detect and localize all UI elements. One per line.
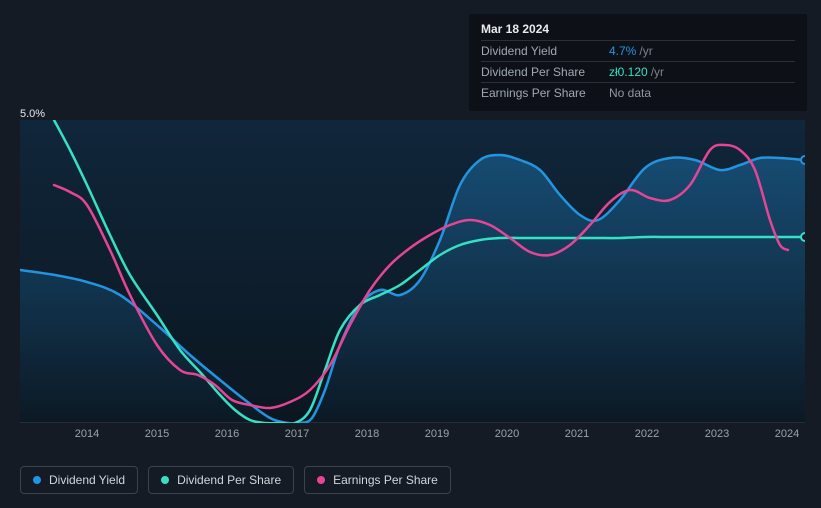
legend: Dividend Yield Dividend Per Share Earnings…	[20, 466, 451, 494]
y-axis-max: 5.0%	[20, 108, 45, 120]
tooltip-date: Mar 18 2024	[481, 22, 795, 40]
x-axis: 2014 2015 2016 2017 2018 2019 2020 2021 2022 2023…	[20, 428, 805, 448]
tooltip-row: Dividend Yield4.7%/yr	[481, 40, 795, 61]
tooltip-row-unit: /yr	[651, 65, 664, 79]
x-axis-tick: 2020	[495, 428, 519, 440]
tooltip-row-unit: /yr	[639, 44, 652, 58]
x-axis-tick: 2019	[425, 428, 449, 440]
legend-dot-icon	[33, 476, 41, 484]
tooltip-row-value: 4.7%	[609, 44, 636, 58]
x-axis-tick: 2023	[705, 428, 729, 440]
legend-item[interactable]: Earnings Per Share	[304, 466, 451, 494]
legend-label: Earnings Per Share	[333, 473, 438, 487]
tooltip-row: Dividend Per Sharezł0.120/yr	[481, 61, 795, 82]
legend-item[interactable]: Dividend Per Share	[148, 466, 294, 494]
x-axis-tick: 2021	[565, 428, 589, 440]
legend-item[interactable]: Dividend Yield	[20, 466, 138, 494]
x-axis-tick: 2015	[145, 428, 169, 440]
x-axis-tick: 2017	[285, 428, 309, 440]
tooltip-row-label: Earnings Per Share	[481, 86, 609, 100]
chart-area: 5.0% 0% Past	[20, 108, 805, 423]
tooltip-row-label: Dividend Yield	[481, 44, 609, 58]
legend-label: Dividend Yield	[49, 473, 125, 487]
tooltip-row: Earnings Per ShareNo data	[481, 82, 795, 103]
x-axis-tick: 2024	[775, 428, 799, 440]
chart-svg	[20, 120, 805, 423]
chart-tooltip: Mar 18 2024 Dividend Yield4.7%/yrDividen…	[469, 14, 807, 111]
legend-dot-icon	[317, 476, 325, 484]
tooltip-row-value: No data	[609, 86, 651, 100]
x-axis-tick: 2018	[355, 428, 379, 440]
tooltip-row-label: Dividend Per Share	[481, 65, 609, 79]
x-axis-tick: 2022	[635, 428, 659, 440]
x-axis-tick: 2016	[215, 428, 239, 440]
x-axis-tick: 2014	[75, 428, 99, 440]
legend-label: Dividend Per Share	[177, 473, 281, 487]
tooltip-row-value: zł0.120	[609, 65, 648, 79]
legend-dot-icon	[161, 476, 169, 484]
